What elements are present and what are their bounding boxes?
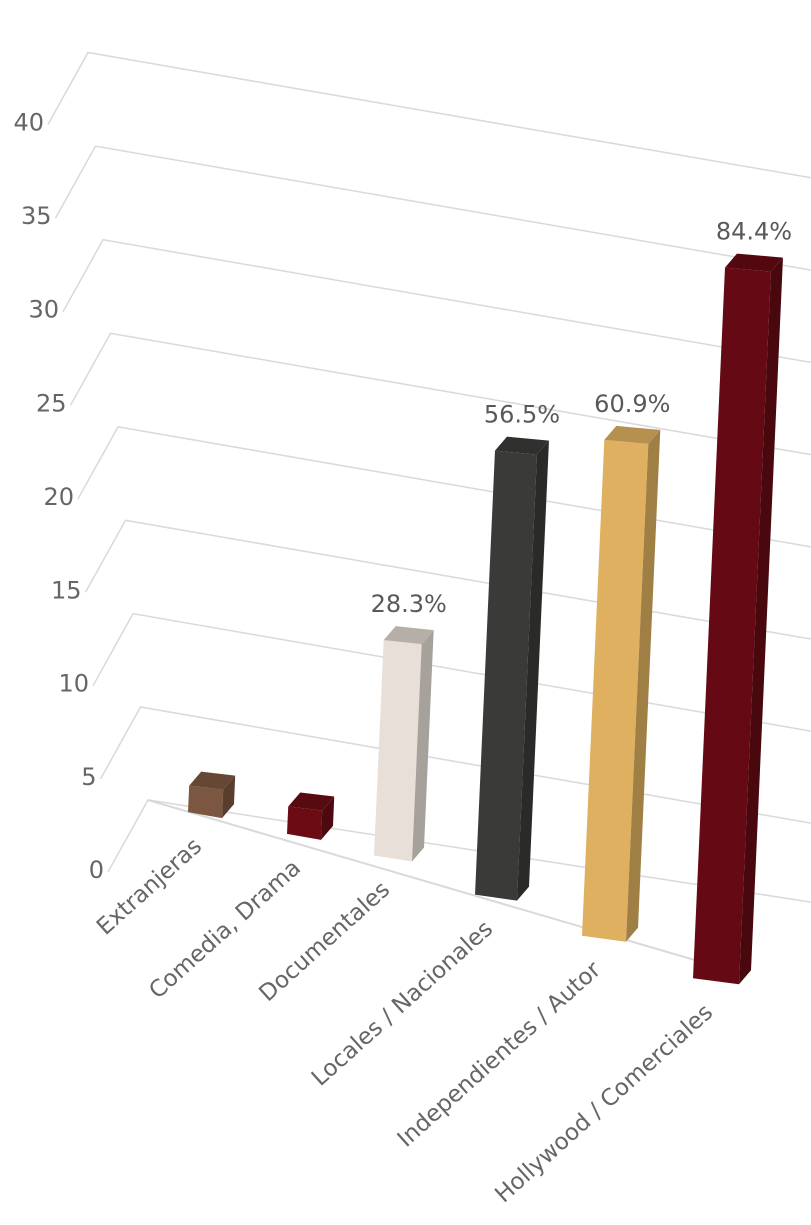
bar-side-0 bbox=[222, 775, 236, 819]
gridlines bbox=[47, 51, 811, 969]
bars bbox=[188, 253, 783, 985]
data-label-4: 60.9% bbox=[594, 390, 670, 418]
bar-top-2 bbox=[383, 626, 434, 645]
bar-top-0 bbox=[189, 771, 236, 790]
x-category-label-0: Extranjeras bbox=[92, 833, 207, 940]
gridline-20 bbox=[77, 426, 811, 548]
gridline-5 bbox=[99, 706, 811, 824]
bar-3 bbox=[475, 436, 549, 901]
y-tick-label-25: 25 bbox=[36, 389, 67, 417]
bar-front-2 bbox=[374, 640, 422, 862]
bar-front-5 bbox=[693, 267, 771, 985]
data-label-2: 28.3% bbox=[371, 590, 447, 618]
y-tick-label-5: 5 bbox=[81, 763, 96, 791]
y-tick-label-10: 10 bbox=[58, 670, 89, 698]
bar-top-5 bbox=[724, 253, 783, 272]
y-tick-label-15: 15 bbox=[51, 576, 82, 604]
bar-4 bbox=[582, 425, 661, 942]
gridline-30 bbox=[62, 238, 811, 364]
data-label-5: 84.4% bbox=[716, 218, 792, 246]
bar-front-4 bbox=[582, 439, 649, 942]
bar-top-1 bbox=[288, 792, 335, 811]
y-tick-label-30: 30 bbox=[28, 296, 59, 324]
bar-2 bbox=[374, 626, 434, 862]
bar-side-3 bbox=[517, 440, 549, 901]
bar-front-0 bbox=[188, 785, 224, 819]
bar-side-4 bbox=[626, 429, 661, 942]
bar-side-5 bbox=[739, 257, 783, 985]
y-tick-label-40: 40 bbox=[13, 109, 44, 137]
gridline-35 bbox=[54, 145, 811, 271]
bar-5 bbox=[693, 253, 783, 985]
bar-top-4 bbox=[604, 425, 661, 444]
y-tick-label-35: 35 bbox=[21, 202, 52, 230]
bar-side-1 bbox=[321, 796, 335, 840]
y-tick-label-0: 0 bbox=[89, 856, 104, 884]
bar-front-3 bbox=[475, 450, 537, 901]
bar-top-3 bbox=[494, 436, 549, 455]
gridline-25 bbox=[69, 332, 811, 456]
y-tick-label-20: 20 bbox=[43, 483, 74, 511]
bar-1 bbox=[287, 792, 335, 840]
bar-front-1 bbox=[287, 806, 323, 840]
bar-side-2 bbox=[412, 630, 434, 862]
data-labels: 28.3% 56.5% 60.9% 84.4% bbox=[371, 218, 793, 619]
bar-0 bbox=[188, 771, 236, 819]
data-label-3: 56.5% bbox=[484, 401, 560, 429]
gridline-10 bbox=[92, 612, 811, 732]
y-axis-ticks: 0 5 10 15 20 25 30 35 40 bbox=[13, 109, 104, 884]
gridline-40 bbox=[47, 51, 811, 179]
gridline-15 bbox=[84, 519, 811, 640]
